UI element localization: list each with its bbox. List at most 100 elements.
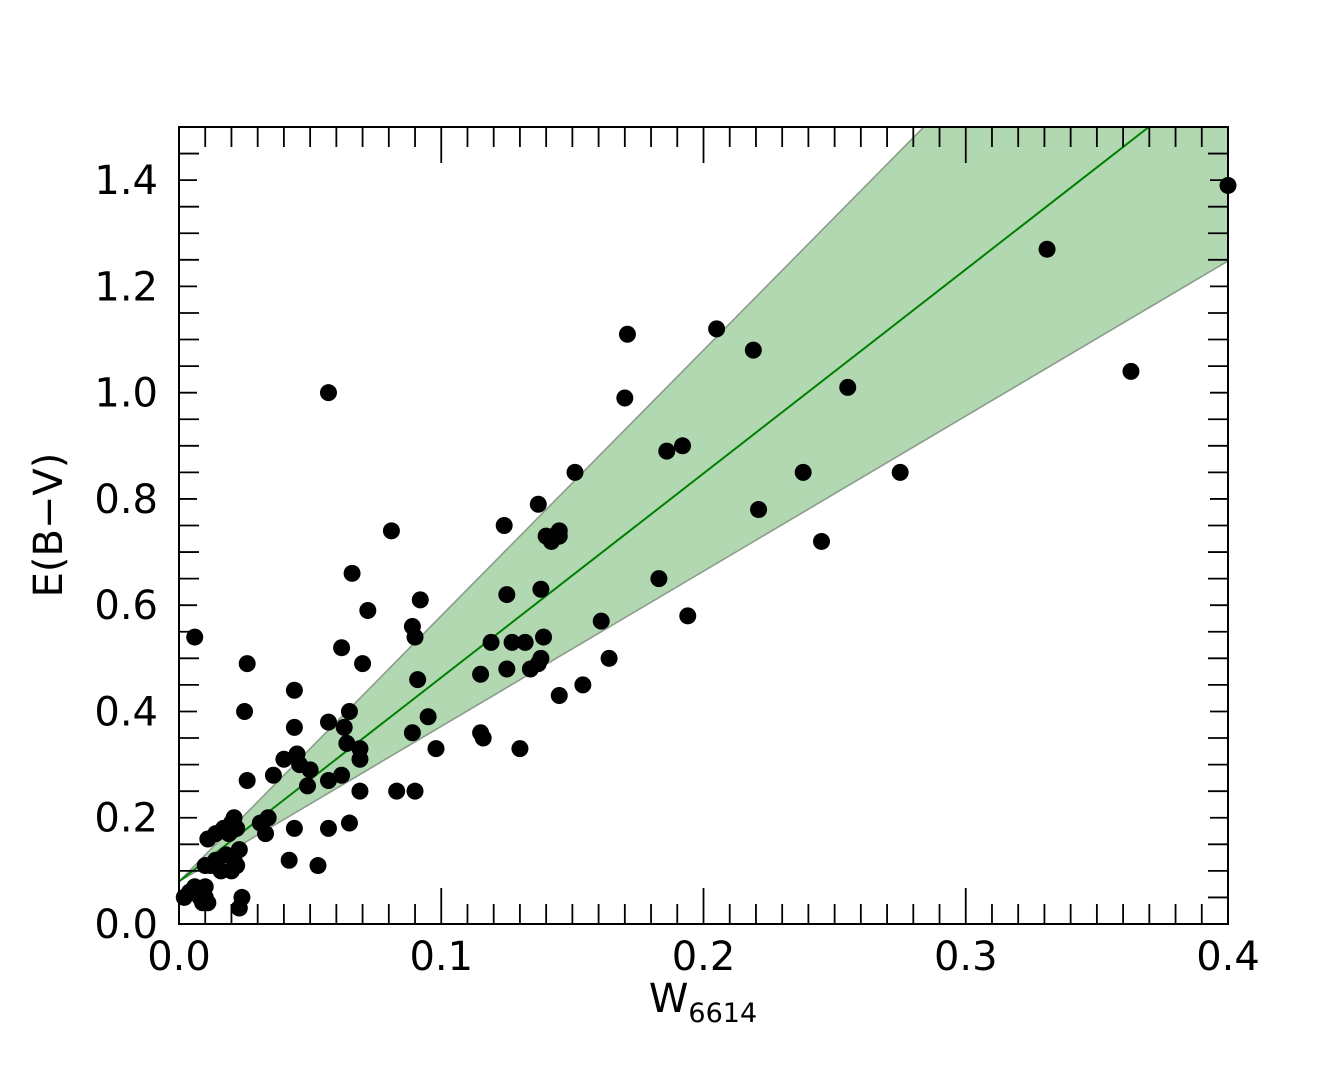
data-point xyxy=(503,633,521,651)
data-point xyxy=(566,463,584,481)
x-tick-label: 0.3 xyxy=(934,934,998,980)
data-point xyxy=(338,734,356,752)
data-point xyxy=(340,702,358,720)
y-tick-label: 0.2 xyxy=(94,796,158,842)
y-tick-label: 1.2 xyxy=(94,264,158,310)
x-tick-label: 0.2 xyxy=(672,934,736,980)
data-point xyxy=(744,341,762,359)
data-point xyxy=(230,841,248,859)
data-point xyxy=(600,649,618,667)
data-point xyxy=(280,851,298,869)
data-point xyxy=(679,607,697,625)
y-tick-labels: 0.0 0.2 0.4 0.6 0.8 1.0 1.2 1.4 xyxy=(94,158,158,948)
data-point xyxy=(319,819,337,837)
x-tick-label: 0.1 xyxy=(409,934,473,980)
data-point xyxy=(335,718,353,736)
data-point xyxy=(319,772,337,790)
data-point xyxy=(529,495,547,513)
data-point xyxy=(199,894,217,912)
data-point xyxy=(574,676,592,694)
data-point xyxy=(550,687,568,705)
data-point xyxy=(309,857,327,875)
data-point xyxy=(482,633,500,651)
y-axis-title: E(B−V) xyxy=(26,453,72,598)
data-point xyxy=(359,602,377,620)
data-point xyxy=(354,655,372,673)
fit-line-path xyxy=(179,127,1151,883)
data-point xyxy=(257,825,275,843)
data-point xyxy=(839,378,857,396)
axis-ticks xyxy=(178,126,1229,925)
data-point xyxy=(299,777,317,795)
data-point xyxy=(238,772,256,790)
data-point xyxy=(275,750,293,768)
data-point xyxy=(419,708,437,726)
plot-frame xyxy=(178,126,1229,925)
data-point xyxy=(340,814,358,832)
data-point xyxy=(550,522,568,540)
data-point xyxy=(813,532,831,550)
data-point xyxy=(409,671,427,689)
y-tick-label: 1.0 xyxy=(94,371,158,417)
y-tick-label: 0.6 xyxy=(94,583,158,629)
data-point xyxy=(285,718,303,736)
x-axis-title-subscript: 6614 xyxy=(688,998,757,1029)
data-point xyxy=(498,586,516,604)
data-point xyxy=(382,522,400,540)
data-point xyxy=(333,639,351,657)
y-tick-label: 0.8 xyxy=(94,477,158,523)
data-point xyxy=(285,819,303,837)
data-point xyxy=(532,649,550,667)
data-point xyxy=(516,633,534,651)
data-point xyxy=(658,442,676,460)
data-point xyxy=(498,660,516,678)
band-fill xyxy=(179,127,1228,882)
data-point xyxy=(285,681,303,699)
data-point xyxy=(708,320,726,338)
data-point xyxy=(511,740,529,758)
data-point xyxy=(1122,362,1140,380)
data-point xyxy=(343,564,361,582)
data-point xyxy=(186,628,204,646)
data-point xyxy=(794,463,812,481)
x-tick-label: 0.4 xyxy=(1196,934,1260,980)
band-lower-edge xyxy=(179,260,1228,883)
data-point xyxy=(236,702,254,720)
data-points xyxy=(175,176,1237,917)
data-point xyxy=(264,766,282,784)
data-point xyxy=(427,740,445,758)
x-axis-title: W6614 xyxy=(649,976,757,1029)
data-point xyxy=(238,655,256,673)
data-point xyxy=(233,888,251,906)
data-point xyxy=(616,389,634,407)
y-tick-label: 1.4 xyxy=(94,158,158,204)
data-point xyxy=(228,857,246,875)
data-point xyxy=(532,580,550,598)
data-point xyxy=(351,740,369,758)
data-point xyxy=(495,517,513,534)
data-point xyxy=(228,819,246,837)
data-point xyxy=(259,809,277,827)
data-point xyxy=(618,325,636,343)
data-point xyxy=(406,782,424,800)
data-point xyxy=(411,591,429,609)
data-point xyxy=(474,729,492,747)
data-point xyxy=(333,766,351,784)
data-point xyxy=(319,384,337,402)
data-point xyxy=(650,570,668,588)
data-point xyxy=(319,713,337,731)
x-axis-title-main: W xyxy=(649,976,689,1022)
data-point xyxy=(750,501,768,519)
data-point xyxy=(891,463,909,481)
data-point xyxy=(406,628,424,646)
y-tick-label: 0.0 xyxy=(94,902,158,948)
data-point xyxy=(472,665,490,683)
data-point xyxy=(674,437,692,455)
data-point xyxy=(403,724,421,742)
x-tick-label: 0.0 xyxy=(147,934,211,980)
data-point xyxy=(592,612,610,630)
data-point xyxy=(1038,240,1056,258)
x-tick-labels: 0.0 0.1 0.2 0.3 0.4 xyxy=(147,934,1260,980)
y-tick-label: 0.4 xyxy=(94,689,158,735)
